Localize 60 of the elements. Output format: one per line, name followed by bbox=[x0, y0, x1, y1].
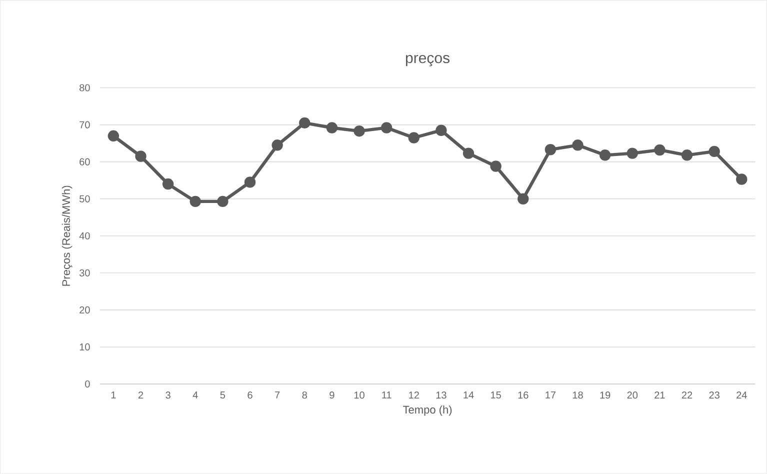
point bbox=[135, 150, 146, 162]
x-tick-label: 23 bbox=[709, 392, 720, 399]
x-tick-label: 5 bbox=[220, 392, 226, 399]
point bbox=[572, 140, 584, 151]
point bbox=[380, 122, 392, 134]
x-tick-label: 14 bbox=[464, 392, 474, 399]
y-axis-title: Preços (Reais/MWh) bbox=[62, 186, 72, 286]
x-tick-label: 13 bbox=[436, 392, 446, 399]
point bbox=[190, 196, 201, 208]
x-axis-title: Tempo (h) bbox=[403, 406, 452, 416]
point bbox=[599, 150, 611, 161]
point bbox=[326, 122, 338, 134]
point bbox=[736, 174, 748, 185]
point bbox=[518, 193, 529, 205]
x-tick-label: 18 bbox=[572, 392, 583, 399]
x-tick-label: 16 bbox=[518, 392, 528, 399]
y-tick-label: 70 bbox=[80, 121, 90, 128]
point bbox=[654, 144, 666, 156]
x-tick-label: 1 bbox=[111, 392, 116, 399]
x-tick-label: 11 bbox=[382, 392, 392, 399]
y-tick-label: 20 bbox=[80, 306, 90, 314]
point bbox=[272, 140, 283, 151]
x-tick-label: 8 bbox=[302, 392, 307, 399]
x-tick-label: 6 bbox=[248, 392, 252, 399]
point bbox=[462, 148, 474, 160]
point bbox=[490, 160, 502, 172]
x-tick-label: 12 bbox=[409, 392, 419, 399]
point bbox=[244, 176, 256, 188]
x-tick-label: 19 bbox=[600, 392, 610, 399]
x-tick-label: 15 bbox=[491, 392, 501, 399]
x-tick-label: 21 bbox=[654, 392, 665, 399]
point bbox=[436, 124, 447, 136]
y-tick-label: 50 bbox=[80, 195, 90, 202]
point bbox=[299, 117, 310, 129]
x-tick-label: 7 bbox=[275, 392, 280, 399]
x-tick-label: 9 bbox=[330, 392, 334, 399]
y-tick-label: 0 bbox=[85, 380, 90, 388]
point bbox=[408, 132, 420, 144]
x-tick-label: 24 bbox=[736, 392, 747, 399]
y-tick-label: 60 bbox=[80, 158, 90, 166]
y-tick-label: 80 bbox=[80, 84, 90, 92]
x-tick-label: 4 bbox=[192, 392, 198, 399]
x-tick-label: 20 bbox=[627, 392, 638, 399]
point bbox=[681, 150, 693, 161]
y-tick-label: 10 bbox=[80, 344, 90, 351]
point bbox=[708, 146, 720, 158]
point bbox=[108, 130, 120, 142]
chart-title: preços bbox=[406, 55, 450, 66]
x-tick-label: 22 bbox=[682, 392, 692, 399]
x-tick-label: 17 bbox=[546, 392, 556, 399]
point bbox=[544, 144, 556, 156]
y-tick-label: 40 bbox=[79, 232, 90, 240]
point bbox=[162, 178, 174, 190]
point bbox=[354, 126, 365, 137]
x-tick-label: 3 bbox=[166, 392, 170, 399]
point bbox=[217, 196, 228, 208]
y-tick-label: 30 bbox=[79, 269, 90, 277]
point bbox=[626, 148, 638, 160]
x-tick-label: 10 bbox=[354, 392, 364, 399]
x-tick-label: 2 bbox=[138, 392, 144, 399]
